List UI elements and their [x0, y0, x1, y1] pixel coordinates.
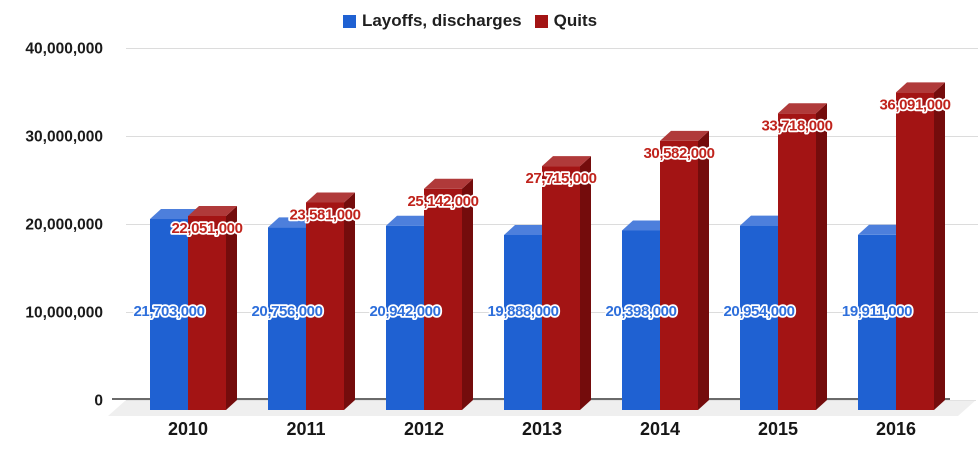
bar-2015-quits[interactable] — [778, 113, 816, 410]
bar-2014-layoffs[interactable] — [622, 230, 660, 410]
bar-side-2011-quits[interactable] — [344, 192, 355, 410]
bar-2012-layoffs[interactable] — [386, 225, 424, 410]
value-label-layoffs: 20,398,000 — [605, 303, 676, 320]
bar-side-2013-quits[interactable] — [580, 156, 591, 410]
legend-label-quits: Quits — [553, 11, 598, 30]
bar-2015-layoffs[interactable] — [740, 225, 778, 410]
value-label-quits: 30,582,000 — [643, 145, 714, 162]
y-axis-tick-label: 20,000,000 — [25, 217, 103, 234]
bar-side-2014-quits[interactable] — [698, 130, 709, 410]
x-axis-label: 2015 — [758, 419, 798, 439]
bar-top-2010-quits[interactable] — [188, 205, 237, 216]
bar-2012-quits[interactable] — [424, 188, 462, 410]
bar-side-2016-quits[interactable] — [934, 82, 945, 410]
value-label-layoffs: 21,703,000 — [133, 303, 204, 320]
bar-top-2010-layoffs[interactable] — [150, 209, 199, 220]
value-label-layoffs: 19,888,000 — [487, 303, 558, 320]
y-axis-tick-label: 0 — [94, 393, 103, 410]
value-label-quits: 33,718,000 — [761, 117, 832, 134]
x-axis-label: 2012 — [404, 419, 444, 439]
bar-2010-quits[interactable] — [188, 215, 226, 410]
value-label-layoffs: 20,942,000 — [369, 303, 440, 320]
bar-top-2011-quits[interactable] — [306, 192, 355, 203]
bar-2011-layoffs[interactable] — [268, 227, 306, 410]
bar-top-2015-layoffs[interactable] — [740, 215, 789, 226]
value-label-layoffs: 20,954,000 — [723, 303, 794, 320]
bar-top-2011-layoffs[interactable] — [268, 217, 317, 228]
bar-side-2012-quits[interactable] — [462, 178, 473, 410]
value-label-quits: 22,051,000 — [171, 220, 242, 237]
y-axis-tick-label: 10,000,000 — [25, 305, 103, 322]
bar-top-2012-layoffs[interactable] — [386, 215, 435, 226]
bar-2013-quits[interactable] — [542, 166, 580, 410]
value-label-quits: 36,091,000 — [879, 96, 950, 113]
legend: Layoffs, discharges Quits — [0, 11, 960, 31]
bar-2011-quits[interactable] — [306, 202, 344, 410]
value-label-layoffs: 20,756,000 — [251, 303, 322, 320]
x-axis-label: 2016 — [876, 419, 916, 439]
bar-2013-layoffs[interactable] — [504, 234, 542, 410]
bar-top-2016-quits[interactable] — [896, 82, 945, 93]
bar-top-2015-quits[interactable] — [778, 103, 827, 114]
value-label-quits: 25,142,000 — [407, 193, 478, 210]
bar-top-2012-quits[interactable] — [424, 178, 473, 189]
bar-top-2014-layoffs[interactable] — [622, 220, 671, 231]
bar-top-2016-layoffs[interactable] — [858, 224, 907, 235]
legend-item-quits[interactable]: Quits — [534, 11, 598, 31]
value-label-layoffs: 19,911,000 — [842, 303, 912, 320]
legend-swatch-quits-icon — [534, 14, 548, 28]
bar-2016-layoffs[interactable] — [858, 234, 896, 410]
bar-2016-quits[interactable] — [896, 92, 934, 410]
x-axis-label: 2014 — [640, 419, 680, 439]
y-axis-tick-label: 30,000,000 — [25, 129, 103, 146]
legend-item-layoffs[interactable]: Layoffs, discharges — [342, 11, 522, 31]
bar-top-2013-layoffs[interactable] — [504, 224, 553, 235]
value-label-quits: 27,715,000 — [525, 170, 596, 187]
x-axis-label: 2013 — [522, 419, 562, 439]
legend-label-layoffs: Layoffs, discharges — [361, 11, 522, 30]
bar-side-2010-quits[interactable] — [226, 205, 237, 410]
x-axis-label: 2011 — [286, 419, 325, 439]
value-label-quits: 23,581,000 — [289, 206, 360, 223]
bar-side-2015-quits[interactable] — [816, 103, 827, 410]
x-axis-label: 2010 — [168, 419, 208, 439]
bar-top-2014-quits[interactable] — [660, 130, 709, 141]
bar-2010-layoffs[interactable] — [150, 219, 188, 410]
y-axis-tick-label: 40,000,000 — [25, 41, 103, 58]
legend-swatch-layoffs-icon — [342, 14, 356, 28]
bar-2014-quits[interactable] — [660, 140, 698, 410]
bar-top-2013-quits[interactable] — [542, 156, 591, 167]
